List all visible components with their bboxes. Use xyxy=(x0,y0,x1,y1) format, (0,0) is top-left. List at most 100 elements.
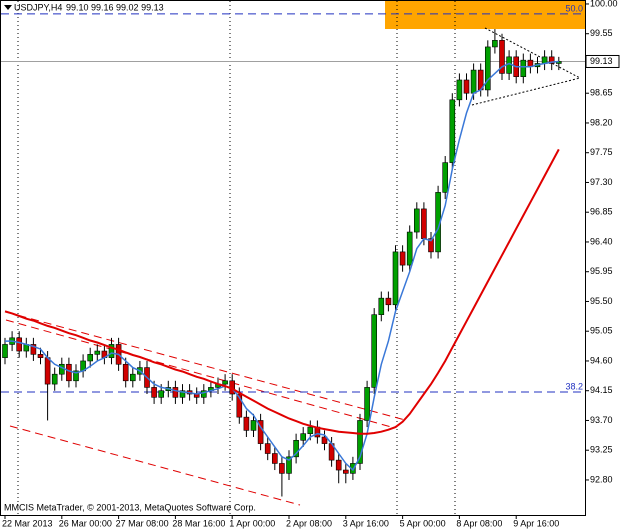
candle-body xyxy=(151,387,157,398)
triangle-line xyxy=(484,27,581,79)
candle-body xyxy=(371,314,378,388)
candle-body xyxy=(87,354,93,362)
separators xyxy=(17,1,456,515)
y-tick-label: 98.65 xyxy=(590,88,613,98)
x-tick-label: 8 Apr 08:00 xyxy=(456,518,502,528)
zone xyxy=(385,0,585,29)
menu-arrow xyxy=(4,5,12,10)
candle-body xyxy=(279,463,285,474)
candle-body xyxy=(449,99,456,163)
candle-body xyxy=(421,208,427,239)
candle-body xyxy=(321,436,328,444)
candle-body xyxy=(94,350,101,355)
y-tick-label: 94.60 xyxy=(590,355,613,365)
y-tick-label: 98.20 xyxy=(590,117,613,127)
y-tick-label: 95.50 xyxy=(590,296,613,306)
candle-body xyxy=(413,208,420,233)
candle-body xyxy=(385,297,392,306)
candle-body xyxy=(158,390,164,398)
candle-body xyxy=(300,433,307,441)
x-tick-label: 3 Apr 16:00 xyxy=(343,518,389,528)
candle-body xyxy=(342,469,349,474)
plot-frame xyxy=(0,0,586,516)
candle-body xyxy=(66,363,72,382)
candle-body xyxy=(130,373,136,382)
channel-line xyxy=(5,319,396,429)
candle-body xyxy=(307,426,314,434)
x-tick-label: 9 Apr 16:00 xyxy=(513,518,559,528)
candle-body xyxy=(108,344,115,358)
candle-body xyxy=(37,354,44,358)
candle-body xyxy=(378,297,385,315)
y-tick-label: 95.05 xyxy=(590,326,613,336)
x-tick-label: 1 Apr 00:00 xyxy=(229,518,275,528)
candle-body xyxy=(271,453,278,464)
candle-body xyxy=(264,443,271,454)
candle-body xyxy=(16,337,23,352)
candle-body xyxy=(520,59,527,77)
y-tick-label: 92.80 xyxy=(590,474,613,484)
candle-body xyxy=(250,420,257,431)
candle-body xyxy=(548,56,555,64)
x-tick-label: 2 Apr 08:00 xyxy=(286,518,332,528)
ohlc: 99.10 99.16 99.02 99.13 xyxy=(66,2,164,12)
candle-body xyxy=(257,420,264,444)
candle-body xyxy=(286,456,292,474)
candle-body xyxy=(470,69,477,94)
candle-body xyxy=(2,344,8,358)
candle-body xyxy=(122,363,129,382)
triangle xyxy=(471,27,581,106)
candle-body xyxy=(484,46,491,91)
triangle-line xyxy=(471,77,581,106)
candle-body xyxy=(456,79,463,101)
x-tick-label: 28 Mar 16:00 xyxy=(172,518,225,528)
y-tick-label: 93.70 xyxy=(590,415,613,425)
y-tick-label: 97.30 xyxy=(590,177,613,187)
candle-body xyxy=(442,162,449,193)
candle-body xyxy=(44,357,51,385)
moving-average xyxy=(5,60,559,472)
channel xyxy=(5,311,406,506)
candle-body xyxy=(201,390,207,398)
fib-label: 50.0 xyxy=(565,3,583,13)
candle-body xyxy=(293,439,299,458)
candle-body xyxy=(463,79,470,94)
y-tick-label: 93.25 xyxy=(590,445,613,455)
candle-body xyxy=(243,416,250,431)
y-tick-label: 99.55 xyxy=(590,28,613,38)
y-tick-label: 94.15 xyxy=(590,385,613,395)
candle-body xyxy=(236,393,243,418)
candle-body xyxy=(51,373,58,385)
price-label: 99.13 xyxy=(590,56,613,66)
channel-line xyxy=(5,311,406,421)
candle-body xyxy=(492,40,498,48)
candle-body xyxy=(555,61,562,64)
plot: 50.0 38.2 xyxy=(1,3,585,497)
x-tick-label: 22 Mar 2013 xyxy=(2,518,53,528)
candle-body xyxy=(406,231,413,266)
y-tick-label: 96.85 xyxy=(590,207,613,217)
candle-body xyxy=(335,459,342,471)
candle-body xyxy=(172,387,179,398)
y-tick-label: 96.40 xyxy=(590,236,613,246)
candle-body xyxy=(392,251,399,306)
candle-body xyxy=(73,370,79,382)
candle-body xyxy=(499,40,505,74)
y-tick-label: 100.00 xyxy=(590,0,618,8)
x-tick-label: 5 Apr 00:00 xyxy=(400,518,446,528)
channel-line xyxy=(9,425,301,506)
y-tick-label: 95.95 xyxy=(590,266,613,276)
candle-body xyxy=(179,390,186,398)
candle-body xyxy=(428,238,434,253)
copyright: MMCIS MetaTrader, © 2001-2013, MetaQuote… xyxy=(4,502,256,512)
symbol: USDJPY,H4 xyxy=(14,2,62,12)
x-tick-label: 27 Mar 08:00 xyxy=(116,518,169,528)
fib-label: 38.2 xyxy=(565,381,583,391)
moving-average xyxy=(4,148,560,435)
candle-body xyxy=(357,420,363,464)
candle-body xyxy=(30,344,37,355)
candle-body xyxy=(399,251,406,266)
y-tick-label: 97.75 xyxy=(590,147,613,157)
candle-body xyxy=(364,387,370,421)
